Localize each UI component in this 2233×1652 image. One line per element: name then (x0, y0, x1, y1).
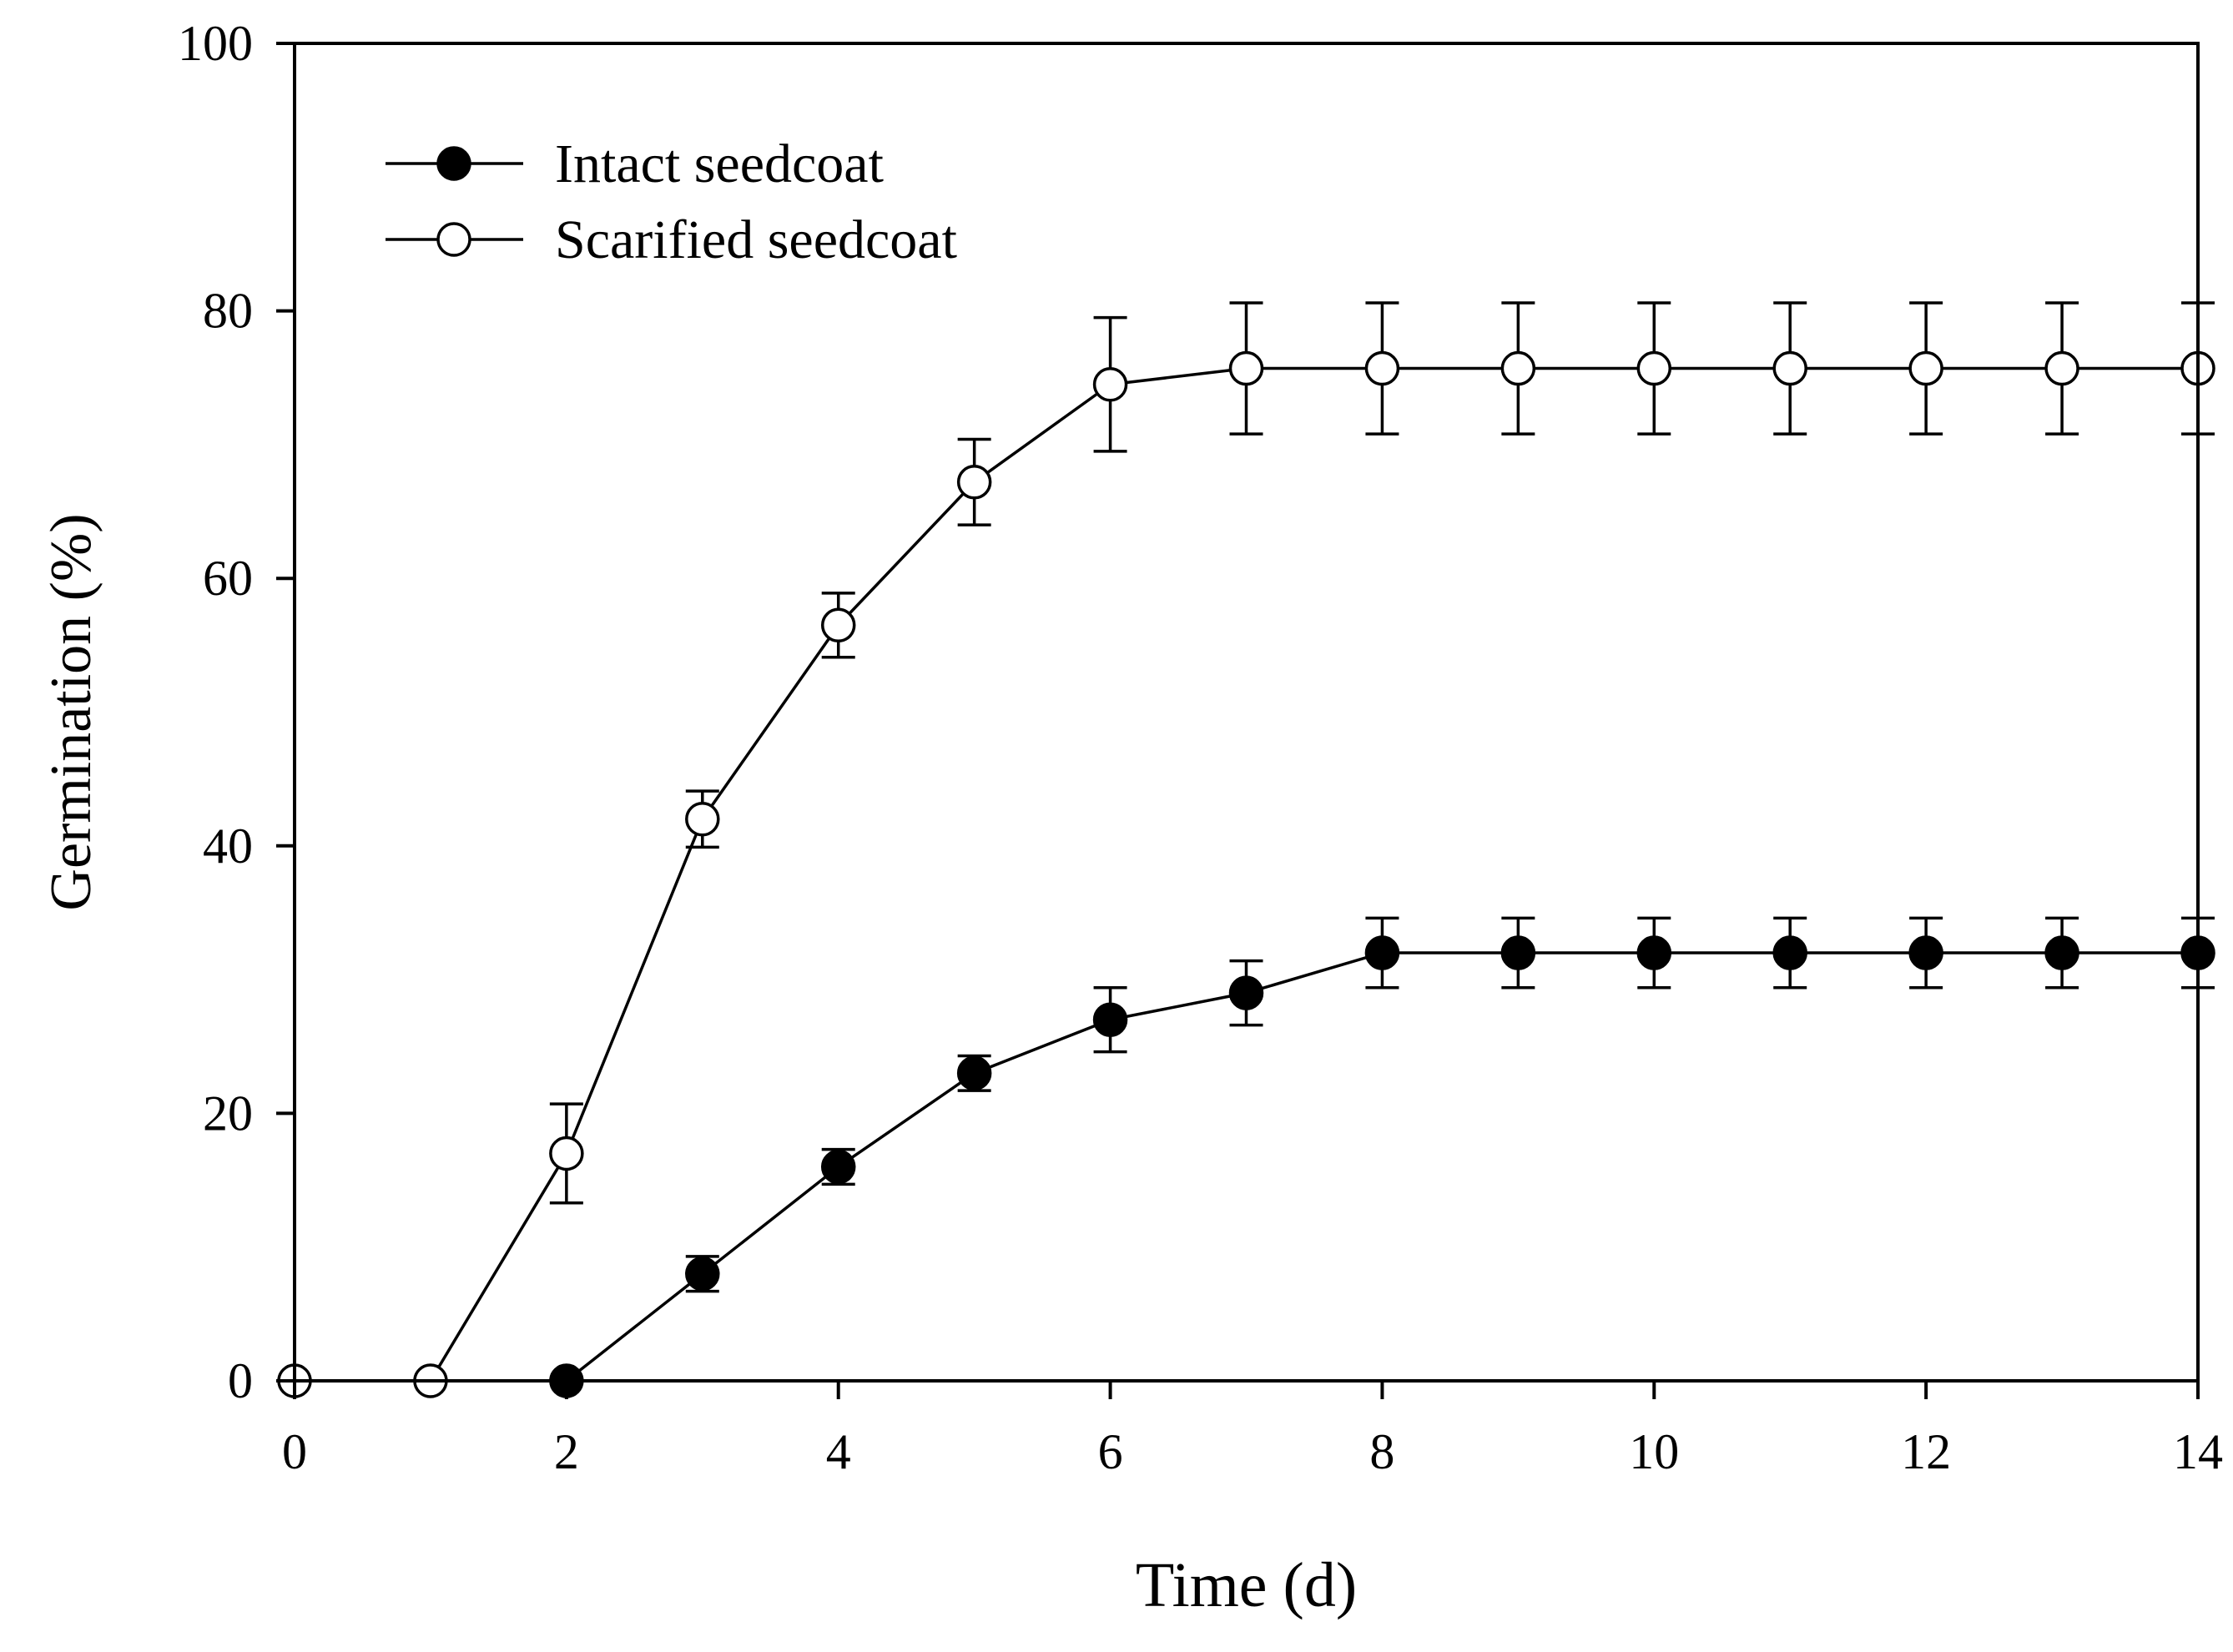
data-point (1636, 935, 1672, 970)
data-point (1636, 350, 1672, 386)
x-tick-label: 2 (554, 1424, 579, 1479)
data-point (685, 1257, 720, 1292)
data-point (2044, 935, 2079, 970)
y-tick-label: 40 (203, 818, 253, 874)
x-tick-label: 4 (826, 1424, 851, 1479)
axes-layer: 0 2 4 6 8 10 12 14 0 20 40 60 80 100 (178, 16, 2223, 1479)
data-point (1500, 935, 1536, 970)
data-point (1092, 367, 1128, 402)
data-point (1228, 350, 1264, 386)
y-tick-label: 60 (203, 551, 253, 606)
data-point (820, 607, 856, 643)
data-point (1364, 350, 1400, 386)
data-point (820, 1149, 856, 1185)
data-point (1772, 350, 1807, 386)
y-tick-label: 20 (203, 1085, 253, 1141)
x-tick-label: 10 (1629, 1424, 1679, 1479)
data-point (1228, 975, 1264, 1010)
legend-label: Scarified seedcoat (555, 209, 957, 270)
legend-marker (436, 146, 471, 181)
x-tick-label: 8 (1369, 1424, 1394, 1479)
data-point (1092, 1002, 1128, 1037)
y-axis-title: Germination (%) (39, 513, 103, 910)
data-point (956, 465, 992, 500)
x-tick-label: 14 (2173, 1424, 2223, 1479)
x-axis-title: Time (d) (1136, 1550, 1357, 1620)
x-tick-label: 6 (1098, 1424, 1123, 1479)
y-tick-label: 80 (203, 284, 253, 339)
legend-marker (436, 222, 471, 257)
x-tick-label: 12 (1901, 1424, 1951, 1479)
data-point (2044, 350, 2079, 386)
legend-label: Intact seedcoat (555, 133, 884, 194)
y-tick-label: 0 (228, 1353, 253, 1408)
data-point (956, 1055, 992, 1091)
data-point (1500, 350, 1536, 386)
data-point (1908, 935, 1943, 970)
x-tick-label: 0 (282, 1424, 307, 1479)
data-point (549, 1136, 584, 1171)
data-point (1772, 935, 1807, 970)
plot-frame (293, 42, 2200, 1383)
legend: Intact seedcoat Scarified seedcoat (386, 133, 957, 270)
data-point (1908, 350, 1943, 386)
data-point (1364, 935, 1400, 970)
y-tick-label: 100 (178, 16, 253, 71)
data-point (685, 801, 720, 837)
